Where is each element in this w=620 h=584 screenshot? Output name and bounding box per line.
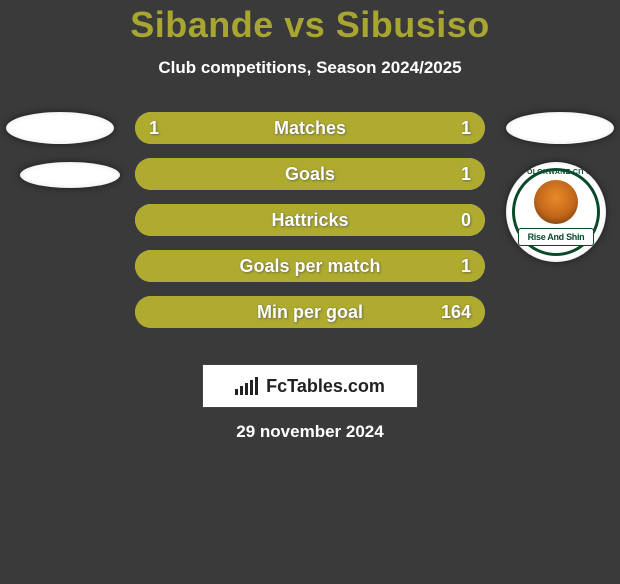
- brand-text: FcTables.com: [266, 376, 385, 397]
- stat-label: Min per goal: [135, 296, 485, 328]
- fctables-logo-icon: [235, 377, 258, 395]
- right-player-badges: POLOKWANE CITY Rise And Shin: [506, 112, 614, 262]
- brand-suffix: Tables.com: [287, 376, 385, 396]
- crest-core-icon: [534, 180, 578, 224]
- stat-label: Hattricks: [135, 204, 485, 236]
- left-badge-ellipse-1: [6, 112, 114, 144]
- stat-row: Goals1: [135, 158, 485, 190]
- stat-value-right: 1: [461, 112, 471, 144]
- source-attribution: FcTables.com: [202, 364, 418, 408]
- stat-row: Hattricks0: [135, 204, 485, 236]
- page-title: Sibande vs Sibusiso: [0, 4, 620, 46]
- stat-label: Goals per match: [135, 250, 485, 282]
- stat-value-right: 164: [441, 296, 471, 328]
- stat-row: Goals per match1: [135, 250, 485, 282]
- stat-row: Min per goal164: [135, 296, 485, 328]
- left-badge-ellipse-2: [20, 162, 120, 188]
- footer-date: 29 november 2024: [0, 422, 620, 442]
- right-badge-ellipse: [506, 112, 614, 144]
- page-subtitle: Club competitions, Season 2024/2025: [0, 58, 620, 78]
- stat-row: Matches1 1: [135, 112, 485, 144]
- brand-prefix: Fc: [266, 376, 287, 396]
- stat-value-left: 1: [149, 112, 159, 144]
- stats-area: Matches11Goals1Hattricks0Goals per match…: [0, 112, 620, 352]
- stat-value-right: 1: [461, 158, 471, 190]
- crest-banner-text: Rise And Shin: [518, 228, 594, 246]
- stat-value-right: 0: [461, 204, 471, 236]
- club-crest: POLOKWANE CITY Rise And Shin: [506, 162, 606, 262]
- crest-top-text: POLOKWANE CITY: [506, 169, 606, 176]
- left-player-badges: [6, 112, 120, 206]
- stat-value-right: 1: [461, 250, 471, 282]
- stat-label: Goals: [135, 158, 485, 190]
- comparison-bars: Matches11Goals1Hattricks0Goals per match…: [135, 112, 485, 342]
- stat-label: Matches: [135, 112, 485, 144]
